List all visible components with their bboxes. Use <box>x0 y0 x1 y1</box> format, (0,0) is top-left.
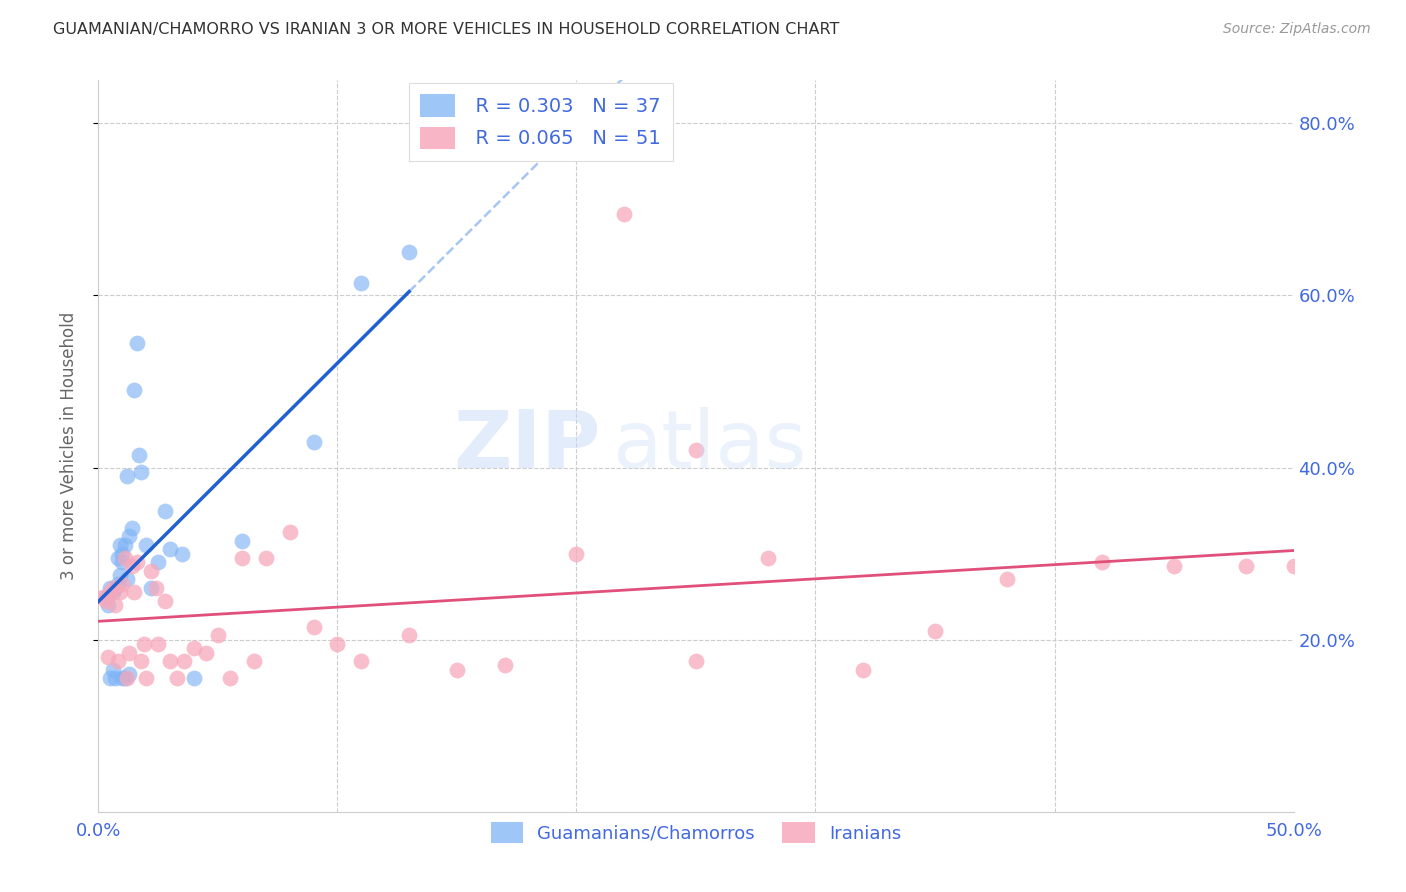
Point <box>131 654 153 668</box>
Point <box>350 654 373 668</box>
Point <box>172 547 194 561</box>
Point <box>852 663 875 677</box>
Point <box>231 533 253 548</box>
Point <box>155 503 177 517</box>
Point <box>98 585 122 599</box>
Point <box>108 568 131 582</box>
Point <box>685 654 707 668</box>
Point <box>139 564 162 578</box>
Point <box>118 529 141 543</box>
Point <box>613 207 636 221</box>
Point <box>219 671 242 685</box>
Point <box>98 581 122 595</box>
Point <box>350 276 373 290</box>
Point <box>111 547 134 561</box>
Point <box>756 550 779 565</box>
Point <box>254 550 277 565</box>
Point <box>494 658 516 673</box>
Point <box>195 646 218 660</box>
Point <box>111 576 134 591</box>
Point <box>91 590 114 604</box>
Text: Source: ZipAtlas.com: Source: ZipAtlas.com <box>1223 22 1371 37</box>
Point <box>118 646 141 660</box>
Point <box>446 663 468 677</box>
Point <box>135 538 157 552</box>
Point <box>118 667 141 681</box>
Text: GUAMANIAN/CHAMORRO VS IRANIAN 3 OR MORE VEHICLES IN HOUSEHOLD CORRELATION CHART: GUAMANIAN/CHAMORRO VS IRANIAN 3 OR MORE … <box>53 22 839 37</box>
Point <box>94 594 117 608</box>
Point <box>111 671 134 685</box>
Point <box>108 538 131 552</box>
Point <box>183 671 205 685</box>
Point <box>207 628 229 642</box>
Text: atlas: atlas <box>613 407 807 485</box>
Point <box>121 559 143 574</box>
Point <box>995 573 1018 587</box>
Point <box>243 654 266 668</box>
Point <box>98 671 122 685</box>
Point <box>148 555 170 569</box>
Point <box>924 624 946 638</box>
Point <box>107 550 129 565</box>
Point <box>125 335 148 350</box>
Point <box>107 576 129 591</box>
Point <box>115 573 138 587</box>
Point <box>132 637 155 651</box>
Point <box>114 671 136 685</box>
Point <box>124 585 146 599</box>
Point <box>115 469 138 483</box>
Point <box>159 654 181 668</box>
Point <box>104 598 127 612</box>
Point <box>565 547 588 561</box>
Point <box>183 641 205 656</box>
Point <box>121 521 143 535</box>
Point <box>104 671 127 685</box>
Point <box>302 620 325 634</box>
Point <box>131 465 153 479</box>
Point <box>97 598 120 612</box>
Point <box>326 637 349 651</box>
Point <box>173 654 195 668</box>
Point <box>278 524 301 539</box>
Point <box>1163 559 1185 574</box>
Point <box>115 671 138 685</box>
Point <box>101 663 124 677</box>
Point <box>101 581 124 595</box>
Point <box>302 434 325 449</box>
Text: ZIP: ZIP <box>453 407 600 485</box>
Point <box>145 581 167 595</box>
Point <box>1234 559 1257 574</box>
Point <box>101 585 124 599</box>
Point <box>398 245 420 260</box>
Point <box>108 585 131 599</box>
Point <box>125 555 148 569</box>
Point <box>124 383 146 397</box>
Point <box>114 550 136 565</box>
Point <box>398 628 420 642</box>
Point <box>114 538 136 552</box>
Point <box>1282 559 1305 574</box>
Point <box>111 555 134 569</box>
Point <box>148 637 170 651</box>
Y-axis label: 3 or more Vehicles in Household: 3 or more Vehicles in Household <box>59 312 77 580</box>
Point <box>104 581 127 595</box>
Point <box>155 594 177 608</box>
Point <box>107 654 129 668</box>
Point <box>1091 555 1114 569</box>
Point <box>135 671 157 685</box>
Point <box>231 550 253 565</box>
Point <box>159 542 181 557</box>
Point <box>94 590 117 604</box>
Point <box>139 581 162 595</box>
Point <box>166 671 188 685</box>
Point <box>97 649 120 664</box>
Point <box>128 448 150 462</box>
Point <box>685 443 707 458</box>
Legend: Guamanians/Chamorros, Iranians: Guamanians/Chamorros, Iranians <box>484 815 908 850</box>
